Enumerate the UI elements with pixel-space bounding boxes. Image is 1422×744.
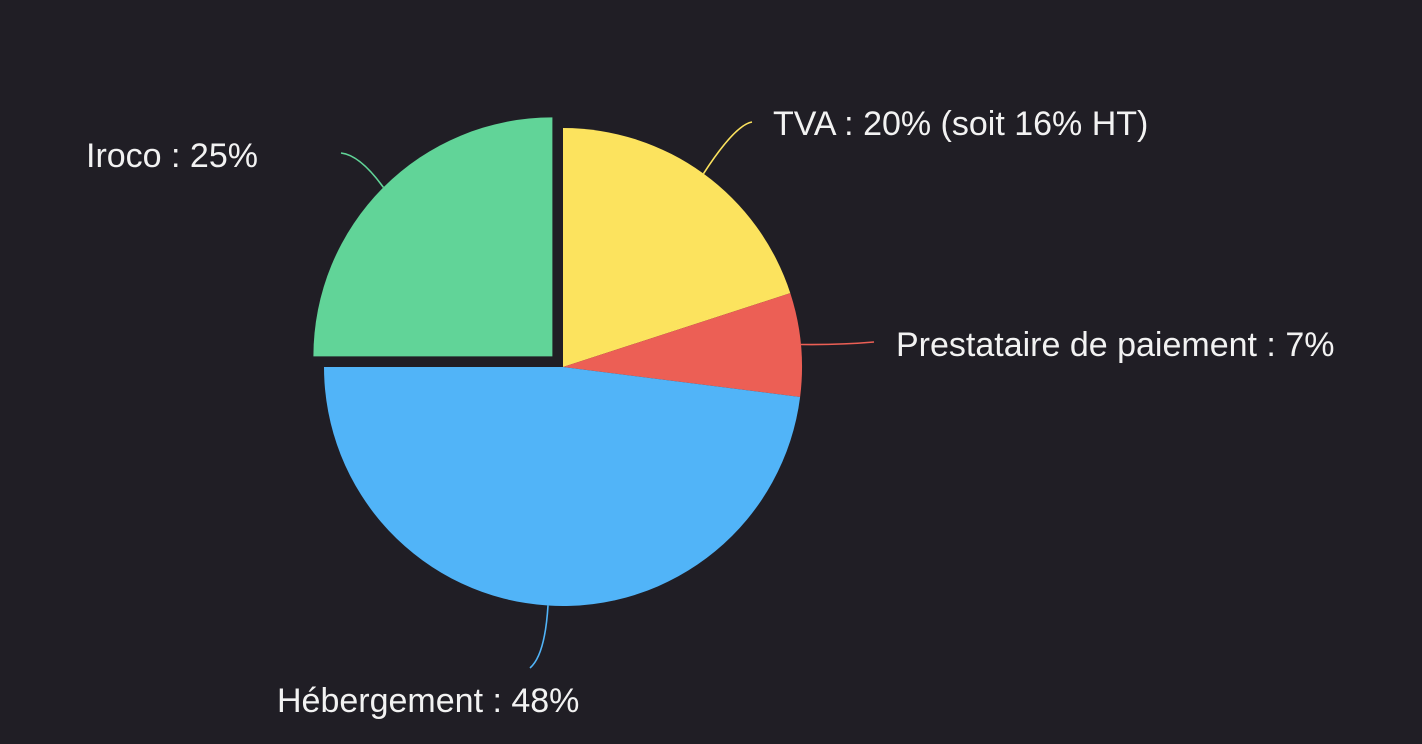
slice-label-hebergement: Hébergement : 48% [277, 682, 579, 720]
pie-slice-prestataire-de-paiement [563, 293, 802, 397]
label-leader-lines [340, 121, 875, 669]
pie-slice-iroco [313, 117, 553, 357]
leader-line-hebergement [529, 605, 549, 669]
pie-slices [313, 117, 802, 606]
slice-labels: TVA : 20% (soit 16% HT) Prestataire de p… [86, 105, 1334, 720]
leader-line-prestataire-de-paiement [800, 341, 875, 346]
pie-slice-tva [563, 128, 791, 367]
slice-label-iroco: Iroco : 25% [86, 137, 258, 175]
slice-label-prestataire-de-paiement: Prestataire de paiement : 7% [896, 326, 1334, 364]
leader-line-iroco [340, 152, 385, 188]
pie-slice-hebergement [324, 367, 801, 606]
slice-label-tva: TVA : 20% (soit 16% HT) [773, 105, 1148, 143]
leader-line-tva [702, 121, 753, 175]
